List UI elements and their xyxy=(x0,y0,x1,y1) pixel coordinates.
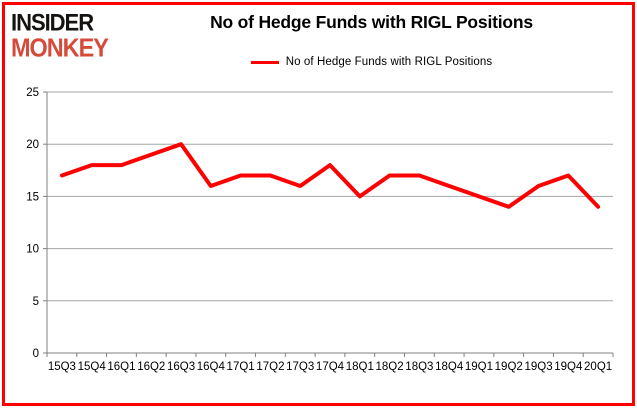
chart-legend: No of Hedge Funds with RIGL Positions xyxy=(118,56,625,68)
y-axis-label: 25 xyxy=(26,87,39,99)
y-axis-label: 15 xyxy=(26,191,39,203)
x-axis-label: 19Q4 xyxy=(554,361,583,373)
x-axis-label: 17Q4 xyxy=(316,361,345,373)
x-axis-label: 16Q3 xyxy=(167,361,195,373)
x-axis-label: 20Q1 xyxy=(584,361,612,373)
chart-title: No of Hedge Funds with RIGL Positions xyxy=(210,12,533,32)
x-axis-label: 15Q3 xyxy=(48,361,76,373)
x-axis-label: 19Q3 xyxy=(524,361,552,373)
y-axis-label: 20 xyxy=(26,139,39,151)
y-axis-label: 5 xyxy=(33,296,39,308)
x-axis-label: 16Q2 xyxy=(137,361,165,373)
x-axis-label: 18Q3 xyxy=(405,361,433,373)
x-axis-label: 17Q1 xyxy=(227,361,255,373)
x-axis-label: 17Q2 xyxy=(256,361,284,373)
x-axis-label: 16Q1 xyxy=(107,361,135,373)
legend-line-swatch xyxy=(250,60,279,64)
x-axis-label: 18Q4 xyxy=(435,361,464,373)
x-axis-label: 18Q1 xyxy=(346,361,374,373)
logo-line-insider: INSIDER xyxy=(11,9,94,37)
insider-monkey-logo: INSIDER MONKEY xyxy=(11,11,121,62)
logo-line-monkey: MONKEY xyxy=(11,32,109,62)
x-axis-label: 16Q4 xyxy=(197,361,226,373)
x-axis-label: 15Q4 xyxy=(78,361,107,373)
y-axis-label: 0 xyxy=(33,348,39,360)
chart-header: No of Hedge Funds with RIGL Positions xyxy=(118,12,625,33)
legend-label: No of Hedge Funds with RIGL Positions xyxy=(285,56,493,68)
x-axis-label: 19Q1 xyxy=(465,361,493,373)
x-axis-label: 19Q2 xyxy=(495,361,523,373)
y-axis-label: 10 xyxy=(26,244,39,256)
series-line xyxy=(59,142,601,209)
x-axis-label: 17Q3 xyxy=(286,361,314,373)
x-axis-label: 18Q2 xyxy=(376,361,404,373)
